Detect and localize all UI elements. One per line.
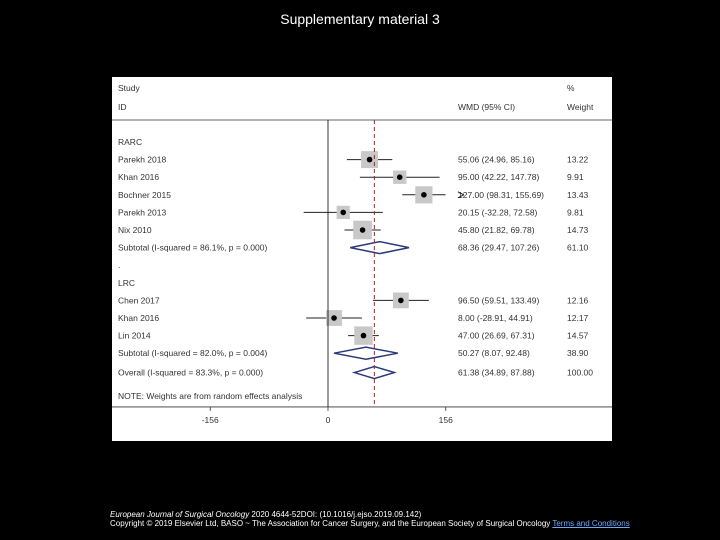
group-label: RARC <box>118 137 142 147</box>
point-estimate <box>360 332 367 339</box>
point-estimate <box>421 192 427 198</box>
study-label: Parekh 2013 <box>118 207 166 217</box>
ci-text: 20.15 (-32.28, 72.58) <box>458 207 538 217</box>
ci-text: 96.50 (59.51, 133.49) <box>458 295 539 305</box>
study-label: Bochner 2015 <box>118 190 171 200</box>
forest-plot: Study ID WMD (95% CI)% Weight RARC Parekh 201… <box>112 77 612 441</box>
weight-text: 14.57 <box>567 331 589 341</box>
point-estimate <box>331 315 337 321</box>
point-estimate <box>366 156 373 163</box>
citation-doi: 2020 4644-52DOI: (10.1016/j.ejso.2019.09… <box>249 510 422 519</box>
weights-note: NOTE: Weights are from random effects an… <box>118 391 302 401</box>
weight-text: 9.81 <box>567 207 584 217</box>
study-label: Parekh 2018 <box>118 155 166 165</box>
point-estimate <box>359 227 366 233</box>
study-label: Khan 2016 <box>118 313 159 323</box>
ci-text: 47.00 (26.69, 67.31) <box>458 331 535 341</box>
subtotal-diamond <box>333 346 398 360</box>
group-spacer: . <box>118 260 120 270</box>
study-label: Chen 2017 <box>118 295 160 305</box>
weight-text: 12.16 <box>567 295 589 305</box>
header-study: Study <box>118 83 140 93</box>
terms-link[interactable]: Terms and Conditions <box>552 519 630 528</box>
header-weight-symbol: % <box>567 83 575 93</box>
subtotal-label: Subtotal (I-squared = 82.0%, p = 0.004) <box>118 348 267 358</box>
subtotal-weight: 61.10 <box>567 243 589 253</box>
ci-text: 55.06 (24.96, 85.16) <box>458 155 535 165</box>
point-estimate <box>398 297 404 304</box>
subtotal-ci-text: 68.36 (29.47, 107.26) <box>458 243 539 253</box>
weight-text: 9.91 <box>567 172 584 182</box>
header-effect: WMD (95% CI) <box>458 102 515 112</box>
ci-text: 95.00 (42.22, 147.78) <box>458 172 539 182</box>
study-label: Khan 2016 <box>118 172 159 182</box>
header-id: ID <box>118 102 127 112</box>
overall-diamond <box>351 365 397 380</box>
overall-ci-text: 61.38 (34.89, 87.88) <box>458 368 535 378</box>
study-label: Nix 2010 <box>118 225 152 235</box>
copyright-text: Copyright © 2019 Elsevier Ltd, BASO ~ Th… <box>110 519 551 528</box>
weight-text: 13.22 <box>567 155 589 165</box>
study-label: Lin 2014 <box>118 331 151 341</box>
weight-text: 14.73 <box>567 225 589 235</box>
forest-plot-svg: Study ID WMD (95% CI)% Weight RARC Parekh 201… <box>112 83 612 425</box>
subtotal-ci-text: 50.27 (8.07, 92.48) <box>458 348 530 358</box>
subtotal-label: Subtotal (I-squared = 86.1%, p = 0.000) <box>118 243 267 253</box>
ci-arrow <box>457 191 465 199</box>
group-label: LRC <box>118 278 135 288</box>
header-weight: Weight <box>567 102 594 112</box>
axis-tick-label: -156 <box>202 415 219 425</box>
axis-tick-label: 0 <box>326 415 331 425</box>
weight-text: 13.43 <box>567 190 589 200</box>
point-estimate <box>340 209 347 216</box>
ci-text: 45.80 (21.82, 69.78) <box>458 225 535 235</box>
ci-text: 127.00 (98.31, 155.69) <box>458 190 544 200</box>
journal-name: European Journal of Surgical Oncology <box>110 510 250 519</box>
overall-weight: 100.00 <box>567 368 593 378</box>
citation-footer: European Journal of Surgical Oncology 20… <box>110 510 710 528</box>
group-spacer: . <box>118 366 120 376</box>
point-estimate <box>396 174 403 180</box>
weight-text: 12.17 <box>567 313 589 323</box>
overall-label: Overall (I-squared = 83.3%, p = 0.000) <box>118 368 263 378</box>
slide-title: Supplementary material 3 <box>280 11 440 27</box>
subtotal-weight: 38.90 <box>567 348 589 358</box>
subtotal-diamond <box>350 240 410 255</box>
ci-text: 8.00 (-28.91, 44.91) <box>458 313 533 323</box>
axis-tick-label: 156 <box>439 415 453 425</box>
